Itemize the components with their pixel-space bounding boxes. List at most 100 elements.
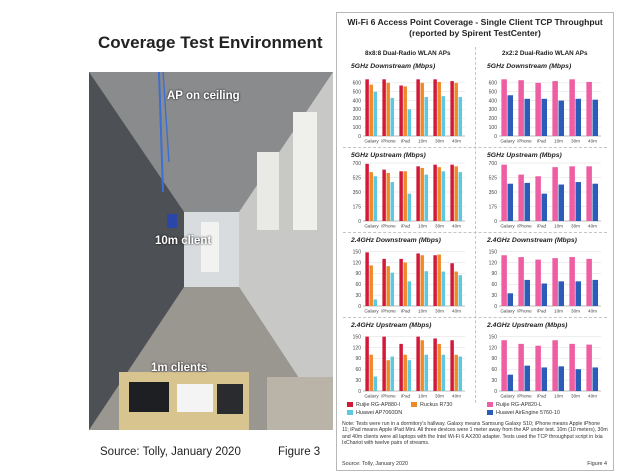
left-title: Coverage Test Environment [98, 33, 323, 52]
chart-5ghz-downstream-8x8: 5GHz Downstream (Mbps) 0 100 200 300 400 500 60… [351, 63, 465, 144]
chart-24ghz-upstream-8x8: 2.4GHz Upstream (Mbps) 0 30 60 90 120 150 Galax… [350, 322, 465, 399]
y-tick-label: 350 [489, 190, 498, 196]
bar [441, 171, 446, 221]
chart-24ghz-downstream-8x8: 2.4GHz Downstream (Mbps) 0 30 60 90 120 150 Gal… [350, 237, 465, 314]
bar [437, 167, 441, 221]
bar [518, 174, 524, 221]
bar [441, 271, 446, 306]
chart-title: 5GHz Downstream (Mbps) [351, 63, 436, 70]
x-tick-label: Galaxy [364, 309, 379, 314]
bar [586, 166, 592, 221]
legend-item-huawei-ap7060dn: Huawei AP7060DN [347, 410, 402, 416]
y-tick-label: 175 [489, 204, 498, 210]
y-tick-label: 100 [353, 125, 362, 131]
bar [575, 98, 582, 136]
y-tick-label: 0 [494, 219, 497, 225]
panel-title: Wi-Fi 6 Access Point Coverage - Single C… [347, 17, 603, 27]
bar [399, 258, 403, 306]
bar [386, 172, 390, 221]
x-tick-label: Galaxy [500, 309, 515, 314]
bar [569, 343, 575, 391]
x-tick-label: 40m [452, 224, 461, 229]
bar [575, 369, 582, 391]
row-divider-1 [343, 147, 607, 148]
bar [416, 79, 420, 136]
legend-swatch [347, 410, 353, 416]
legend-swatch [487, 410, 493, 416]
x-tick-label: 30m [571, 309, 580, 314]
x-tick-label: iPad [401, 309, 411, 314]
group-title-2x2: 2x2:2 Dual-Radio WLAN APs [502, 50, 588, 57]
x-tick-label: 30m [435, 394, 444, 399]
legend-item-ruckus-r730: Ruckus R730 [411, 402, 452, 408]
x-tick-label: 30m [571, 139, 580, 144]
bar [592, 279, 599, 306]
bar [507, 374, 514, 391]
bar [373, 299, 378, 306]
bar [458, 97, 463, 136]
y-tick-label: 400 [489, 98, 498, 104]
bar [403, 262, 407, 306]
bar [369, 354, 373, 391]
panel-source: Source: Tolly, January 2020 [342, 461, 409, 467]
y-tick-label: 60 [355, 367, 361, 373]
x-tick-label: iPad [537, 224, 547, 229]
bar [390, 97, 395, 136]
x-tick-label: Galaxy [500, 394, 515, 399]
bar [407, 193, 412, 221]
bar [518, 343, 524, 391]
y-tick-label: 90 [355, 271, 361, 277]
y-tick-label: 90 [355, 356, 361, 362]
x-tick-label: Galaxy [500, 139, 515, 144]
bar [365, 163, 369, 221]
bar [552, 340, 558, 391]
y-tick-label: 30 [491, 293, 497, 299]
bar [373, 176, 378, 221]
bar [433, 164, 437, 221]
y-tick-label: 30 [355, 293, 361, 299]
bar [524, 279, 531, 306]
x-tick-label: iPhone [381, 224, 396, 229]
column-divider [475, 47, 476, 403]
x-tick-label: 40m [452, 394, 461, 399]
bar [569, 257, 575, 306]
y-tick-label: 600 [489, 81, 498, 87]
x-tick-label: iPhone [517, 394, 532, 399]
bar [450, 81, 454, 136]
bar [558, 184, 565, 221]
x-tick-label: 30m [435, 309, 444, 314]
bar [501, 164, 507, 221]
chart-title: 5GHz Upstream (Mbps) [351, 152, 427, 159]
bar [433, 255, 437, 306]
bar [586, 344, 592, 391]
bar [369, 172, 373, 221]
bar [386, 266, 390, 306]
x-tick-label: iPad [401, 139, 411, 144]
chart-24ghz-upstream-2x2: 2.4GHz Upstream (Mbps) 0 30 60 90 120 150 Galax… [486, 322, 601, 399]
bar [458, 356, 463, 391]
bar [399, 343, 403, 391]
y-tick-label: 30 [491, 378, 497, 384]
x-tick-label: 10m [554, 309, 563, 314]
y-tick-label: 90 [491, 271, 497, 277]
bar [433, 79, 437, 136]
x-tick-label: 40m [588, 309, 597, 314]
y-tick-label: 120 [489, 260, 498, 266]
bar [592, 183, 599, 221]
y-tick-label: 0 [358, 219, 361, 225]
bar [420, 82, 424, 136]
bar [369, 265, 373, 306]
client-10m-label: 10m client [155, 235, 212, 247]
x-tick-label: 10m [554, 224, 563, 229]
y-tick-label: 120 [353, 260, 362, 266]
bar [416, 253, 420, 306]
bar [441, 354, 446, 391]
bar [535, 82, 541, 136]
bar [458, 172, 463, 221]
x-tick-label: iPhone [381, 139, 396, 144]
bar [507, 183, 514, 221]
y-tick-label: 0 [494, 134, 497, 140]
x-tick-label: 40m [588, 224, 597, 229]
bar [424, 97, 429, 136]
